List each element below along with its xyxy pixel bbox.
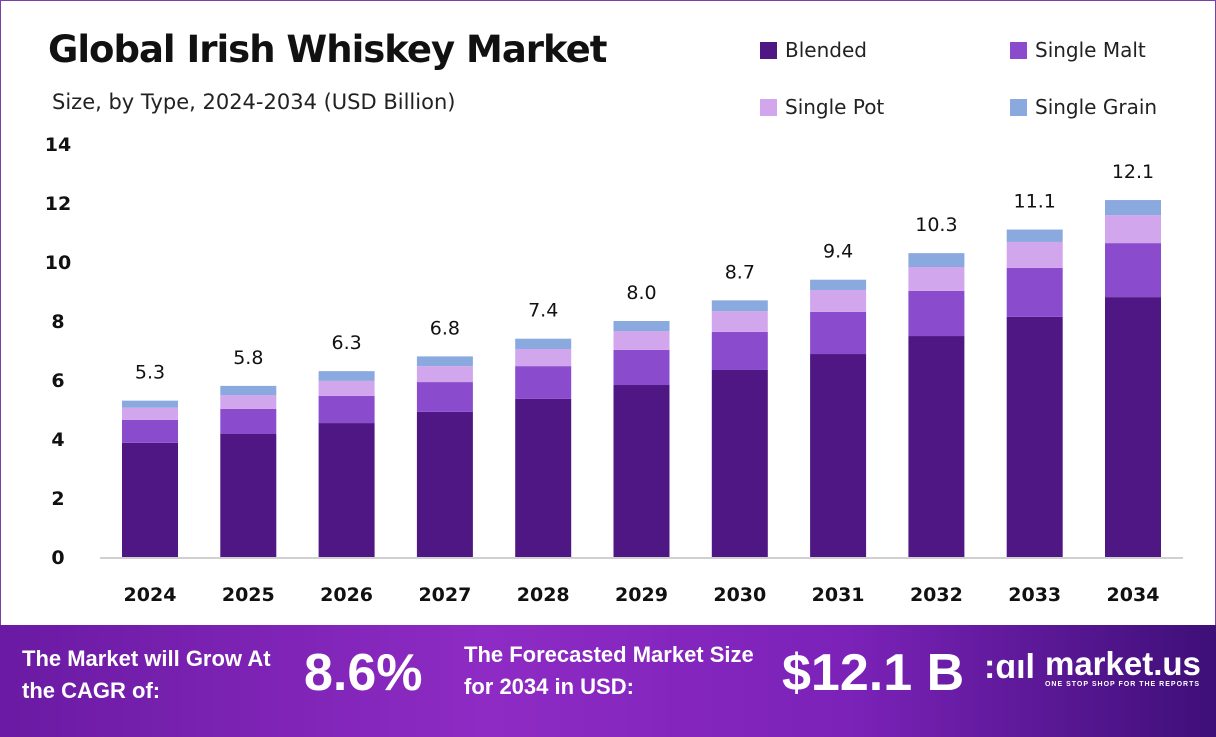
bar-segment-single-pot [1006,241,1063,268]
total-data-label: 9.4 [823,241,853,263]
total-data-label: 5.3 [135,362,165,384]
logo-name: market.us [1044,645,1201,682]
forecast-value: $12.1 B [782,644,965,702]
bar-segment-blended [1006,316,1063,557]
forecast-label: The Forecasted Market Size for 2034 in U… [464,642,754,699]
bar-segment-single-pot [711,311,768,332]
bar-segment-single-grain [711,300,768,312]
total-data-label: 5.8 [233,347,263,369]
bar-segment-blended [810,354,867,557]
cagr-value: 8.6% [304,644,423,702]
bar-segment-single-pot [318,380,375,396]
x-tick-label: 2030 [713,584,766,606]
legend-swatch [760,98,777,116]
legend-label: Single Pot [785,95,885,119]
bar-segment-single-pot [122,407,178,420]
bar-segment-blended [220,433,277,557]
x-tick-label: 2029 [615,584,668,606]
bar-segment-single-grain [220,385,277,396]
cagr-label: The Market will Grow At the CAGR of: [22,646,271,703]
y-tick-label: 8 [51,311,64,333]
logo-tagline: ONE STOP SHOP FOR THE REPORTS [1044,681,1201,688]
x-tick-label: 2034 [1107,584,1160,606]
market-us-logo: :ɑıl market.us ONE STOP SHOP FOR THE REP… [984,645,1201,689]
bar-segment-blended [318,423,375,557]
bar-segment-blended [416,411,473,557]
bar-segment-single-grain [613,321,670,332]
x-tick-label: 2025 [222,584,275,606]
bar-segment-blended [613,385,670,557]
total-data-label: 8.0 [626,282,656,304]
bar-segment-single-pot [220,395,277,409]
bar-segment-blended [122,442,178,557]
total-data-label: 12.1 [1112,161,1154,183]
bar-segment-single-grain [908,253,965,268]
total-data-label: 11.1 [1014,191,1056,213]
bar-segment-single-grain [1006,229,1063,242]
bar-segment-single-malt [318,395,375,424]
chart-title: Global Irish Whiskey Market [48,28,607,71]
bar-segment-single-malt [1006,267,1063,317]
bar-segment-single-malt [908,290,965,337]
total-data-label: 8.7 [725,261,755,283]
bar-segment-single-pot [810,290,867,312]
y-tick-label: 14 [45,134,71,156]
bar-segment-single-malt [416,382,473,412]
footer-banner: The Market will Grow At the CAGR of: 8.6… [0,625,1216,737]
chart-subtitle: Size, by Type, 2024-2034 (USD Billion) [52,90,456,114]
legend-swatch [1010,41,1027,59]
bar-segment-single-pot [515,349,572,367]
x-tick-label: 2033 [1008,584,1061,606]
bar-segment-single-malt [515,366,572,399]
total-data-label: 6.8 [430,317,460,339]
bar-segment-blended [711,369,768,557]
total-data-label: 7.4 [528,300,558,322]
bar-segment-single-pot [416,366,473,383]
bar-segment-single-malt [220,408,277,434]
legend-label: Single Grain [1035,95,1158,119]
bar-segment-single-grain [416,356,473,367]
bar-segment-blended [908,336,965,557]
bar-segment-single-malt [711,331,768,370]
x-tick-label: 2032 [910,584,963,606]
bar-segment-blended [1105,297,1161,557]
legend-swatch [760,41,777,59]
bar-segment-single-malt [810,311,867,355]
bar-segment-single-pot [1105,215,1161,244]
x-tick-label: 2026 [320,584,373,606]
legend-label: Blended [785,38,867,62]
legend-label: Single Malt [1035,38,1146,62]
x-tick-label: 2028 [517,584,570,606]
bar-segment-single-malt [613,349,670,386]
bar-segment-single-grain [318,371,375,381]
total-data-label: 6.3 [331,332,361,354]
y-tick-label: 2 [51,488,64,510]
bar-segment-single-grain [1105,200,1161,216]
logo-mark-icon: :ɑıl [984,648,1035,686]
y-tick-label: 12 [45,193,71,215]
x-tick-label: 2031 [812,584,865,606]
bar-segment-single-malt [122,419,178,443]
bar-segment-single-grain [515,338,572,350]
legend-swatch [1010,98,1027,116]
legend-item-blended: Blended [760,38,867,62]
x-tick-label: 2024 [124,584,177,606]
total-data-label: 10.3 [915,214,957,236]
bar-segment-single-pot [613,331,670,350]
bar-segment-single-pot [908,267,965,291]
legend-item-single-malt: Single Malt [1010,38,1146,62]
y-tick-label: 10 [45,252,71,274]
x-tick-label: 2027 [418,584,471,606]
stacked-bar-chart: 0 2 4 6 8 10 12 14 5.3 2024 5.8 2025 6.3 2026 6.8 2027 7… [45,134,1183,606]
bar-segment-blended [515,398,572,557]
y-tick-label: 0 [51,547,64,569]
bar-segment-single-malt [1105,243,1161,298]
y-tick-label: 4 [51,429,64,451]
y-tick-label: 6 [51,370,64,392]
legend-item-single-pot: Single Pot [760,95,884,119]
bar-segment-single-grain [122,400,178,408]
bar-segment-single-grain [810,279,867,291]
legend-item-single-grain: Single Grain [1010,95,1157,119]
